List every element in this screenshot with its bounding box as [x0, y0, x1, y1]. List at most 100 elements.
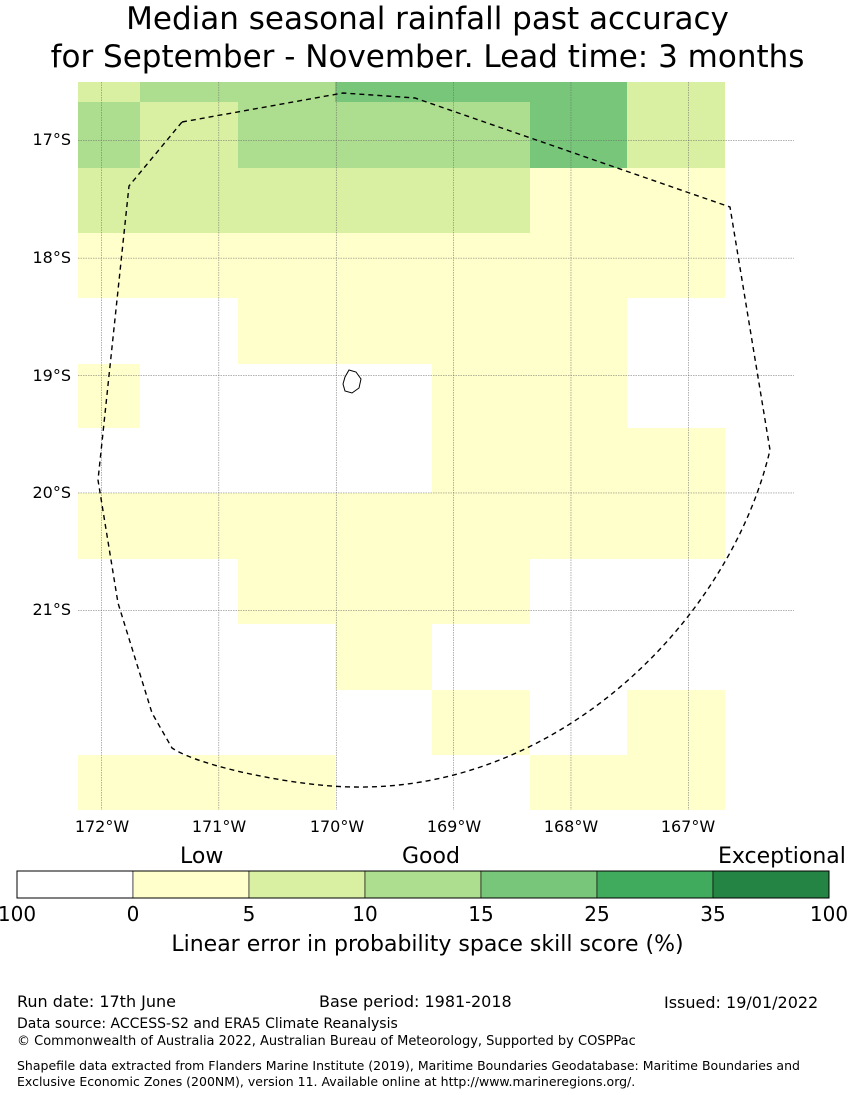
colorbar-segment	[596, 870, 714, 899]
colorbar-segment	[712, 870, 830, 899]
skill-cell	[238, 493, 335, 559]
colorbar-segment	[480, 870, 598, 899]
skill-cell	[627, 690, 725, 755]
shapefile-credit: Shapefile data extracted from Flanders M…	[17, 1058, 800, 1089]
skill-cell	[140, 233, 238, 298]
skill-cell	[335, 624, 432, 690]
skill-cell	[238, 298, 335, 364]
skill-cell	[140, 755, 238, 810]
skill-cell	[335, 102, 432, 168]
lon-label: 169°W	[427, 817, 482, 836]
colorbar-label: Linear error in probability space skill …	[171, 932, 684, 957]
skill-cell	[530, 168, 627, 233]
lon-label: 172°W	[75, 817, 130, 836]
colorbar-tick: 100	[0, 902, 37, 926]
colorbar-frame	[16, 870, 830, 899]
lon-label: 170°W	[310, 817, 365, 836]
colorbar-category-low: Low	[180, 844, 224, 869]
chart-title: Median seasonal rainfall past accuracy f…	[0, 0, 855, 76]
skill-cell	[238, 233, 335, 298]
skill-cell	[78, 493, 140, 559]
skill-cell	[432, 233, 530, 298]
title-line-1: Median seasonal rainfall past accuracy	[126, 1, 729, 37]
colorbar-category-exceptional: Exceptional	[718, 844, 846, 869]
lon-label: 167°W	[661, 817, 716, 836]
skill-cell	[140, 493, 238, 559]
skill-cell	[140, 82, 238, 102]
colorbar	[16, 870, 830, 899]
skill-cell	[627, 493, 725, 559]
skill-cell	[432, 298, 530, 364]
colorbar-segment	[132, 870, 250, 899]
skill-cell	[238, 559, 335, 624]
skill-cell	[238, 755, 335, 810]
skill-cell	[78, 233, 140, 298]
skill-cell	[530, 493, 627, 559]
run-date: Run date: 17th June	[17, 992, 177, 1011]
colorbar-tick: 35	[700, 902, 726, 926]
skill-cell	[627, 755, 725, 810]
skill-cell	[530, 82, 627, 102]
skill-cell	[335, 233, 432, 298]
skill-cell	[432, 82, 530, 102]
eez-boundary	[97, 92, 771, 788]
skill-cell	[140, 102, 238, 168]
data-source: Data source: ACCESS-S2 and ERA5 Climate …	[17, 1016, 398, 1032]
issued-date: Issued: 19/01/2022	[664, 993, 819, 1012]
skill-cell	[432, 428, 530, 493]
skill-cell	[627, 82, 725, 102]
copyright: © Commonwealth of Australia 2022, Austra…	[17, 1034, 636, 1049]
skill-cell	[627, 428, 725, 493]
skill-cell	[530, 233, 627, 298]
island-outline	[342, 369, 362, 394]
longitude-labels: 172°W 171°W 170°W 169°W 168°W 167°W	[75, 817, 716, 836]
lat-label: 19°S	[32, 366, 71, 385]
skill-cell	[530, 298, 627, 364]
skill-cell	[432, 559, 530, 624]
lat-label: 18°S	[32, 248, 71, 267]
colorbar-tick: 100	[809, 902, 849, 926]
skill-cell	[335, 559, 432, 624]
skill-grid-cells	[78, 82, 725, 810]
lat-label: 20°S	[32, 483, 71, 502]
skill-cell	[432, 493, 530, 559]
colorbar-segment	[16, 870, 134, 899]
skill-cell	[530, 102, 627, 168]
lon-label: 168°W	[544, 817, 599, 836]
skill-cell	[627, 168, 725, 233]
skill-cell	[78, 168, 140, 233]
lat-label: 17°S	[32, 130, 71, 149]
skill-cell	[238, 102, 335, 168]
skill-cell	[78, 102, 140, 168]
skill-cell	[78, 82, 140, 102]
lon-label: 171°W	[192, 817, 247, 836]
base-period: Base period: 1981-2018	[319, 992, 512, 1011]
latitude-labels: 17°S 18°S 19°S 20°S 21°S	[32, 130, 71, 619]
skill-cell	[530, 428, 627, 493]
colorbar-tick: 10	[352, 902, 378, 926]
skill-cell	[432, 102, 530, 168]
skill-cell	[335, 168, 432, 233]
colorbar-category-good: Good	[402, 844, 460, 869]
lat-label: 21°S	[32, 600, 71, 619]
colorbar-segment	[364, 870, 482, 899]
skill-cell	[78, 755, 140, 810]
skill-cell	[432, 364, 530, 428]
skill-cell	[530, 364, 627, 428]
skill-cell	[140, 168, 238, 233]
skill-cell	[238, 168, 335, 233]
title-line-2: for September - November. Lead time: 3 m…	[50, 39, 805, 75]
colorbar-tick: 0	[126, 902, 140, 926]
skill-cell	[335, 298, 432, 364]
skill-cell	[238, 82, 335, 102]
skill-cell	[627, 233, 725, 298]
skill-cell	[432, 168, 530, 233]
skill-cell	[530, 755, 627, 810]
colorbar-segment	[248, 870, 366, 899]
skill-cell	[432, 690, 530, 755]
skill-cell	[335, 493, 432, 559]
colorbar-tick: 25	[584, 902, 610, 926]
colorbar-tick: 15	[468, 902, 494, 926]
skill-cell	[627, 102, 725, 168]
